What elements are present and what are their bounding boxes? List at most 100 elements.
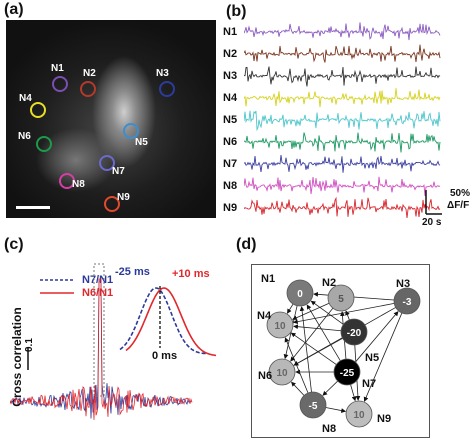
node-N5: [340, 318, 368, 346]
roi-label-N8: N8: [72, 179, 85, 190]
node-value-N7: -25: [340, 368, 355, 379]
trace-N2: [244, 44, 441, 63]
edge-N5-N1: [310, 300, 344, 325]
node-N4: [266, 311, 294, 339]
network-frame: [251, 264, 430, 438]
trace-label-N7: N7: [223, 158, 238, 170]
trace-label-N2: N2: [223, 48, 238, 60]
node-label-N9: N9: [377, 413, 392, 425]
panel-label-b: (b): [226, 3, 247, 20]
trace-N9: [244, 196, 441, 218]
node-value-N5: -20: [347, 328, 362, 339]
node-value-N8: -5: [309, 401, 318, 412]
node-label-N8: N8: [322, 423, 337, 435]
panel-label-d: (d): [236, 236, 257, 253]
roi-N9: [104, 196, 120, 212]
edge-N7-N4: [290, 332, 337, 365]
roi-N2: [80, 81, 96, 97]
node-N1: [286, 279, 314, 307]
node-label-N2: N2: [322, 277, 337, 289]
node-value-N6: 10: [276, 368, 288, 379]
node-N8: [299, 391, 327, 419]
trace-N8: [244, 176, 441, 196]
cc-scale-bar: [27, 348, 29, 370]
panel-label-a: (a): [4, 1, 24, 18]
trace-label-N6: N6: [223, 136, 238, 148]
image-scale-bar: [16, 206, 50, 209]
roi-label-N4: N4: [19, 93, 32, 104]
cc-inset-n6n1: [125, 287, 217, 357]
edge-N2-N4: [292, 302, 330, 320]
trace-label-N9: N9: [223, 202, 238, 214]
edge-N8-N6: [291, 381, 305, 396]
edge-N3-N4: [292, 303, 395, 325]
trace-N5: [244, 110, 441, 132]
trace-label-N8: N8: [223, 180, 238, 192]
roi-N7: [99, 155, 115, 171]
trace-label-N5: N5: [223, 114, 238, 126]
roi-N5: [123, 123, 139, 139]
node-N3: [393, 287, 421, 315]
roi-N1: [52, 76, 68, 92]
node-N7: [333, 358, 361, 386]
scale-y-value: 50%: [450, 188, 471, 199]
cc-legend-n7n1: N7/N1: [82, 274, 114, 286]
trace-label-N4: N4: [223, 92, 238, 104]
cc-inset-n7n1: [119, 287, 207, 355]
node-value-N1: 0: [297, 289, 303, 300]
node-value-N3: -3: [403, 297, 412, 308]
scale-x-value: 20 s: [422, 217, 442, 228]
roi-label-N5: N5: [135, 137, 148, 148]
node-label-N5: N5: [365, 352, 380, 364]
cc-annot-right: +10 ms: [172, 268, 210, 280]
node-N9: [345, 400, 373, 428]
cross-correlation-plot: [10, 263, 217, 420]
trace-N3: [244, 66, 441, 87]
edge-N7-N9: [350, 384, 357, 402]
cc-legend-n6n1: N6/N1: [82, 287, 114, 299]
cc-legend-swatches: [40, 279, 74, 294]
roi-N4: [30, 102, 46, 118]
cc-peak-box: [93, 263, 105, 397]
edge-N3-N9: [363, 312, 403, 402]
cc-annot-left: -25 ms: [115, 266, 150, 278]
roi-label-N1: N1: [51, 63, 64, 74]
trace-N6: [244, 132, 441, 153]
roi-N3: [159, 81, 175, 97]
roi-label-N3: N3: [156, 68, 169, 79]
neuron-roi-overlay: [30, 76, 175, 212]
node-value-N9: 10: [353, 410, 365, 421]
trace-scale-bar: [425, 190, 442, 215]
edge-N1-N4: [286, 303, 294, 314]
trace-label-N1: N1: [223, 26, 238, 38]
cc-noise-series-1: [10, 278, 193, 420]
edge-N8-N9: [325, 407, 347, 413]
roi-label-N9: N9: [117, 192, 130, 203]
roi-N8: [59, 173, 75, 189]
trace-N1: [244, 22, 441, 41]
edge-N7-N3: [355, 311, 399, 363]
roi-N6: [36, 136, 52, 152]
edge-N8-N1: [299, 306, 312, 393]
node-value-N2: 5: [338, 294, 344, 305]
node-label-N4: N4: [257, 310, 272, 322]
edge-N7-N1: [306, 304, 341, 362]
edge-N2-N6: [290, 307, 334, 362]
trace-N4: [244, 88, 441, 108]
node-value-N4: 10: [274, 321, 286, 332]
roi-label-N6: N6: [18, 131, 31, 142]
calcium-traces: [244, 22, 441, 218]
node-N6: [268, 358, 296, 386]
roi-label-N2: N2: [83, 68, 96, 79]
node-label-N3: N3: [396, 278, 411, 290]
network-diagram: 0 5 -3 10 -20 10 -25 -5 10: [266, 279, 421, 428]
trace-N7: [244, 155, 441, 173]
trace-label-N3: N3: [223, 70, 238, 82]
calcium-imaging-micrograph: N1 N2 N3 N4 N5 N6 N7 N8 N9: [6, 20, 216, 218]
edge-N7-N8: [322, 380, 338, 396]
panel-label-c: (c): [4, 236, 24, 253]
node-label-N1: N1: [261, 273, 276, 285]
cc-annot-zero: 0 ms: [152, 350, 178, 362]
roi-label-N7: N7: [112, 166, 125, 177]
scale-y-unit: ΔF/F: [447, 200, 470, 211]
